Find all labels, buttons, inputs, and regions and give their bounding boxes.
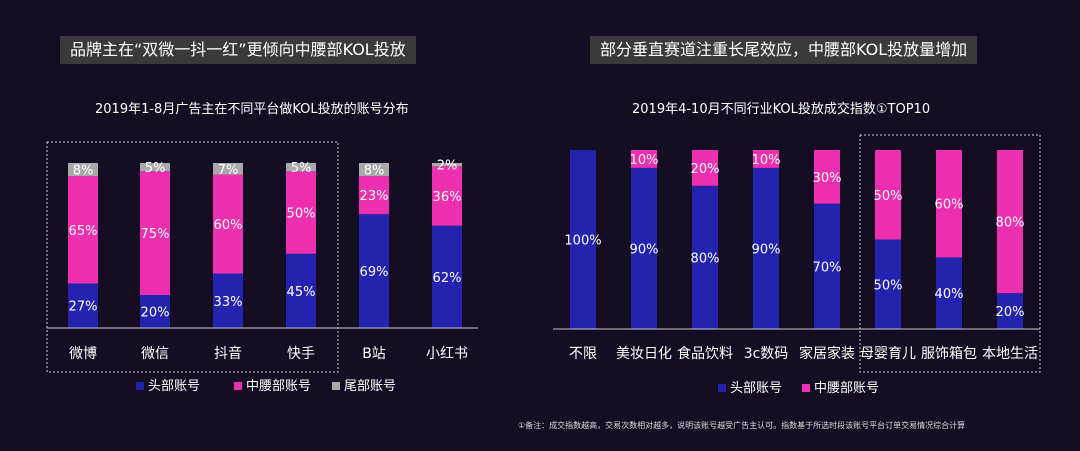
left-legend-label-中腰部账号: 中腰部账号 (246, 379, 311, 394)
right-data-label-本地生活-中腰部账号: 80% (996, 216, 1025, 231)
left-bar-微博-中腰部账号 (68, 176, 98, 284)
left-data-label-微博-头部账号: 27% (69, 300, 98, 315)
left-bar-抖音-尾部账号 (213, 163, 243, 175)
left-legend-label-尾部账号: 尾部账号 (344, 379, 396, 394)
right-category-label-家居家装: 家居家装 (799, 345, 855, 362)
right-legend-swatch-头部账号 (718, 384, 726, 392)
left-bar-抖音-头部账号 (213, 273, 243, 328)
right-data-label-食品饮料-中腰部账号: 20% (691, 162, 720, 177)
right-bar-美妆日化-头部账号 (631, 167, 657, 329)
right-category-label-本地生活: 本地生活 (982, 346, 1038, 362)
left-chart-title: 2019年1-8月广告主在不同平台做KOL投放的账号分布 (95, 102, 409, 117)
right-category-label-母婴育儿: 母婴育儿 (860, 346, 916, 362)
right-chart-heading: 部分垂直赛道注重长尾效应，中腰部KOL投放量增加 (590, 36, 978, 64)
right-data-label-不限-头部账号: 100% (564, 234, 601, 249)
left-bar-B站-尾部账号 (359, 163, 389, 177)
left-data-label-微博-尾部账号: 8% (73, 164, 94, 179)
right-data-label-3c数码-中腰部账号: 10% (752, 153, 781, 168)
right-bar-母婴育儿-头部账号 (875, 239, 901, 329)
right-bar-3c数码-中腰部账号 (753, 150, 779, 168)
left-bar-快手-中腰部账号 (286, 171, 316, 254)
left-bar-小红书-头部账号 (432, 225, 462, 328)
left-data-label-微博-中腰部账号: 65% (69, 224, 98, 239)
right-bar-食品饮料-头部账号 (692, 185, 718, 329)
left-data-label-B站-头部账号: 69% (360, 265, 389, 280)
right-bar-食品饮料-中腰部账号 (692, 150, 718, 186)
right-data-label-美妆日化-头部账号: 90% (630, 242, 659, 257)
left-data-label-抖音-尾部账号: 7% (218, 163, 239, 178)
left-bar-快手-尾部账号 (286, 163, 316, 172)
footnote: ①备注：成交指数越高，交易次数相对越多，说明该账号越受广告主认可。指数基于所选时… (518, 421, 966, 430)
right-data-label-美妆日化-中腰部账号: 10% (630, 153, 659, 168)
left-data-label-小红书-头部账号: 62% (433, 271, 462, 286)
left-legend-label-头部账号: 头部账号 (148, 379, 200, 394)
left-data-label-快手-尾部账号: 5% (291, 161, 312, 176)
right-highlight-box (859, 134, 1041, 373)
left-data-label-快手-中腰部账号: 50% (287, 207, 316, 222)
left-chart-heading: 品牌主在“双微一抖一红”更倾向中腰部KOL投放 (60, 36, 416, 64)
right-bar-家居家装-头部账号 (814, 203, 840, 329)
left-data-label-抖音-头部账号: 33% (214, 295, 243, 310)
left-category-label-微信: 微信 (141, 346, 169, 362)
left-bar-小红书-尾部账号 (432, 163, 462, 167)
right-category-label-服饰箱包: 服饰箱包 (921, 346, 977, 362)
left-bar-B站-中腰部账号 (359, 176, 389, 215)
right-legend-label-中腰部账号: 中腰部账号 (814, 381, 879, 396)
left-data-label-小红书-尾部账号: 2% (437, 159, 458, 174)
left-category-label-抖音: 抖音 (214, 345, 242, 362)
right-bar-服饰箱包-头部账号 (936, 257, 962, 329)
left-bar-微信-中腰部账号 (140, 171, 170, 295)
left-category-label-小红书: 小红书 (426, 346, 468, 362)
left-bar-微博-尾部账号 (68, 163, 98, 177)
left-data-label-抖音-中腰部账号: 60% (214, 218, 243, 233)
left-data-label-微信-尾部账号: 5% (145, 161, 166, 176)
right-data-label-家居家装-头部账号: 70% (813, 260, 842, 275)
left-legend-swatch-头部账号 (136, 382, 144, 390)
right-data-label-食品饮料-头部账号: 80% (691, 251, 720, 266)
right-legend-label-头部账号: 头部账号 (730, 381, 782, 396)
right-bar-本地生活-头部账号 (997, 293, 1023, 329)
left-bar-微博-头部账号 (68, 283, 98, 328)
right-bar-不限-头部账号 (570, 150, 596, 329)
right-bar-本地生活-中腰部账号 (997, 150, 1023, 294)
left-data-label-微信-头部账号: 20% (141, 306, 170, 321)
left-data-label-B站-中腰部账号: 23% (360, 189, 389, 204)
left-data-label-B站-尾部账号: 8% (364, 164, 385, 179)
right-bar-母婴育儿-中腰部账号 (875, 150, 901, 240)
right-data-label-母婴育儿-头部账号: 50% (874, 278, 903, 293)
right-data-label-本地生活-头部账号: 20% (996, 305, 1025, 320)
right-category-label-不限: 不限 (569, 346, 597, 362)
left-category-label-快手: 快手 (287, 346, 315, 362)
right-legend-swatch-中腰部账号 (802, 384, 810, 392)
right-data-label-服饰箱包-头部账号: 40% (935, 287, 964, 302)
right-bar-美妆日化-中腰部账号 (631, 150, 657, 168)
left-category-label-B站: B站 (362, 346, 386, 362)
right-data-label-母婴育儿-中腰部账号: 50% (874, 189, 903, 204)
right-bar-3c数码-头部账号 (753, 167, 779, 329)
left-bar-B站-头部账号 (359, 214, 389, 328)
left-legend-swatch-尾部账号 (332, 382, 340, 390)
left-data-label-小红书-中腰部账号: 36% (433, 190, 462, 205)
right-data-label-服饰箱包-中腰部账号: 60% (935, 198, 964, 213)
right-bar-服饰箱包-中腰部账号 (936, 150, 962, 258)
left-bar-微信-头部账号 (140, 295, 170, 328)
right-category-label-食品饮料: 食品饮料 (677, 345, 733, 362)
left-highlight-box (46, 141, 339, 373)
right-data-label-家居家装-中腰部账号: 30% (813, 171, 842, 186)
left-bar-抖音-中腰部账号 (213, 174, 243, 274)
left-bar-快手-头部账号 (286, 253, 316, 328)
right-category-label-美妆日化: 美妆日化 (616, 346, 672, 362)
left-category-label-微博: 微博 (69, 345, 97, 362)
left-bar-小红书-中腰部账号 (432, 166, 462, 226)
right-category-label-3c数码: 3c数码 (744, 346, 789, 362)
right-bar-家居家装-中腰部账号 (814, 150, 840, 204)
left-legend-swatch-中腰部账号 (234, 382, 242, 390)
right-data-label-3c数码-头部账号: 90% (752, 242, 781, 257)
right-chart-title: 2019年4-10月不同行业KOL投放成交指数①TOP10 (632, 102, 931, 117)
left-data-label-快手-头部账号: 45% (287, 285, 316, 300)
left-bar-微信-尾部账号 (140, 163, 170, 172)
left-data-label-微信-中腰部账号: 75% (141, 227, 170, 242)
